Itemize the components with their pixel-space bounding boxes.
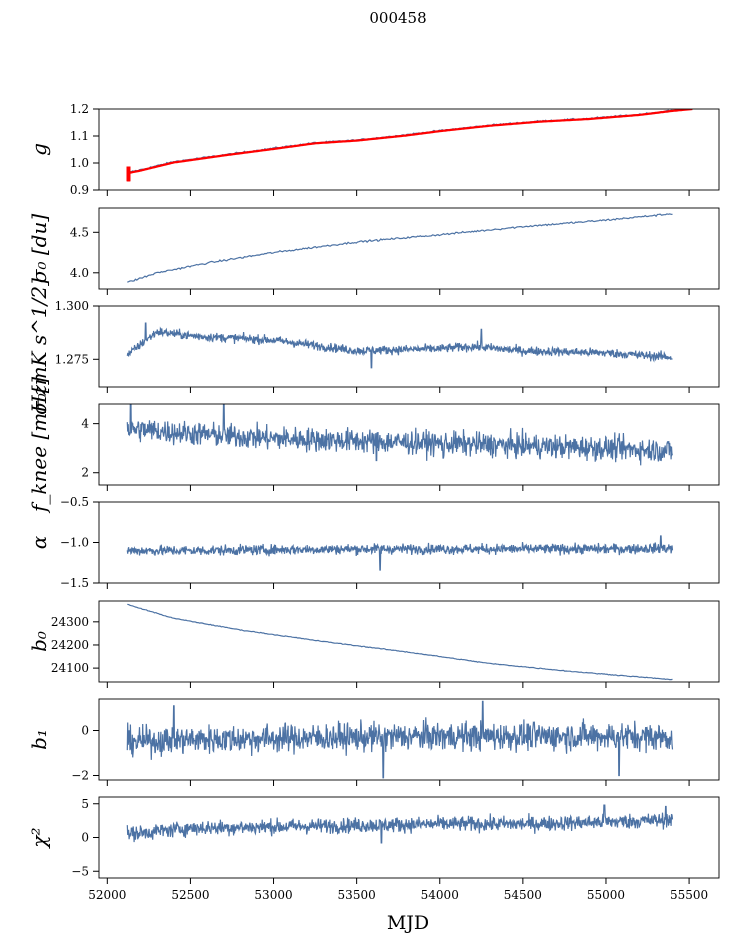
y-tick-label: 4.0 — [70, 266, 89, 280]
y-tick-label: −5 — [71, 864, 89, 878]
panel-frame — [98, 305, 720, 388]
panel-frame — [98, 501, 720, 584]
panel-sigma0_mK: 1.275 1.300 σ₀[mK s^1/2] — [27, 278, 720, 415]
x-tick-label: 54000 — [421, 888, 459, 902]
panel-frame — [98, 207, 720, 290]
y-tick-label: 24100 — [51, 661, 89, 675]
y-tick-label: 2 — [81, 466, 89, 480]
series-line-b0 — [127, 603, 673, 681]
y-axis-label-alpha: α — [27, 535, 51, 549]
x-axis: 52000 52500 53000 53500 54000 54500 55000 55500 — [88, 888, 708, 902]
y-tick-label: 0.9 — [70, 183, 89, 197]
panel-b1: −2 0 b₁ — [27, 698, 720, 786]
y-tick-label: −0.5 — [60, 495, 89, 509]
panel-chi2: −5 0 5 χ² — [27, 796, 720, 884]
series-line-chi2 — [126, 804, 674, 844]
series-line-sigma0_mK — [126, 322, 673, 369]
series-line-b1 — [126, 700, 674, 779]
y-tick-label: 0 — [81, 724, 89, 738]
y-axis-label-b1: b₁ — [27, 729, 51, 750]
y-tick-label: 1.0 — [70, 156, 89, 170]
y-tick-label: −1.0 — [60, 536, 89, 550]
y-axis-label-b0: b₀ — [27, 631, 51, 652]
x-tick-label: 53000 — [254, 888, 292, 902]
x-tick-label: 55500 — [670, 888, 708, 902]
y-tick-label: 5 — [81, 797, 89, 811]
x-tick-label: 52000 — [88, 888, 126, 902]
series-line-alpha — [126, 535, 674, 571]
y-axis-label-g: g — [27, 143, 51, 156]
figure-title: 000458 — [369, 9, 426, 27]
y-tick-label: 1.2 — [70, 102, 89, 116]
series-line-sigma0_du — [127, 213, 673, 283]
panels: 0.9 1.0 1.1 1.2 g 4.0 4.5 σ₀ [du] 1.275 1.300 σ₀[m… — [27, 102, 720, 884]
y-tick-label: −2 — [71, 769, 89, 783]
y-tick-label: 24200 — [51, 638, 89, 652]
panel-frame — [98, 698, 720, 781]
y-axis-label-sigma0_du: σ₀ [du] — [27, 214, 51, 284]
x-tick-label: 53500 — [338, 888, 376, 902]
y-tick-label: 24300 — [51, 615, 89, 629]
series-line-g-model — [127, 109, 693, 175]
y-axis-label-fknee: f_knee [mHz] — [27, 377, 51, 514]
x-tick-label: 52500 — [171, 888, 209, 902]
y-axis-label-chi2: χ² — [27, 827, 51, 849]
series-line-fknee — [126, 404, 674, 466]
y-tick-label: 0 — [81, 831, 89, 845]
y-tick-label: 4 — [81, 417, 89, 431]
x-tick-label: 55000 — [587, 888, 625, 902]
y-axis-label-sigma0_mK: σ₀[mK s^1/2] — [27, 278, 51, 415]
y-tick-label: 4.5 — [70, 225, 89, 239]
x-tick-label: 54500 — [504, 888, 542, 902]
y-tick-label: 1.300 — [55, 299, 89, 313]
panel-sigma0_du: 4.0 4.5 σ₀ [du] — [27, 207, 720, 295]
panel-g: 0.9 1.0 1.1 1.2 g — [27, 102, 720, 197]
y-tick-label: 1.275 — [55, 352, 89, 366]
y-tick-label: −1.5 — [60, 576, 89, 590]
panel-frame — [98, 108, 720, 191]
panel-fknee: 2 4 f_knee [mHz] — [27, 377, 720, 514]
panel-frame — [98, 796, 720, 879]
panel-frame — [98, 600, 720, 683]
panel-alpha: −1.5 −1.0 −0.5 α — [27, 495, 720, 590]
panel-frame — [98, 403, 720, 486]
y-tick-label: 1.1 — [70, 129, 89, 143]
x-axis-label: MJD — [387, 912, 429, 934]
